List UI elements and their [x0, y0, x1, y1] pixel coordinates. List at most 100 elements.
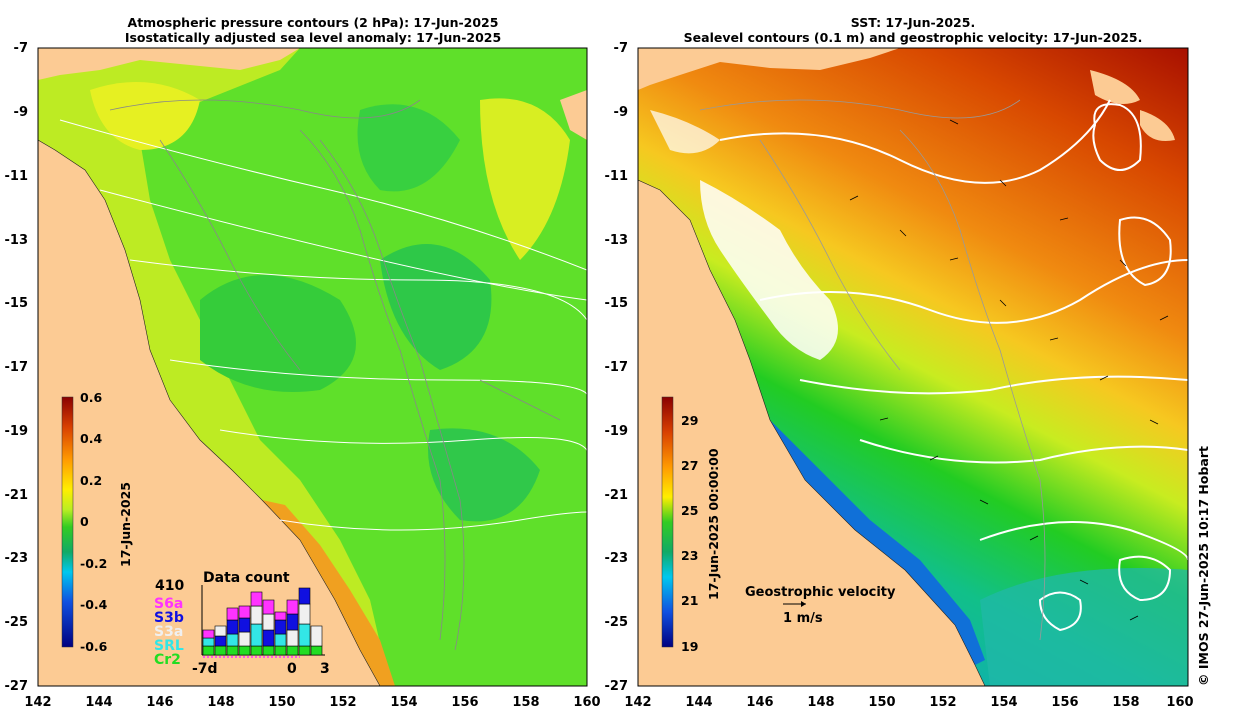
ssla-colorbar-tick: -0.6 — [80, 639, 108, 654]
green-blob-3 — [357, 104, 460, 192]
count-bar — [226, 645, 239, 656]
right-y-tick: -13 — [605, 233, 629, 248]
left-title: Atmospheric pressure contours (2 hPa): 1… — [38, 15, 588, 45]
count-bar — [214, 635, 227, 647]
count-bar — [238, 631, 251, 647]
left-title-line2: Isostatically adjusted sea level anomaly… — [124, 30, 502, 45]
count-bar — [286, 629, 299, 647]
data-count-bars — [202, 587, 323, 656]
left-x-tick: 152 — [329, 695, 356, 710]
count-bar — [250, 591, 263, 607]
data-count-x-label: 3 — [320, 661, 330, 677]
ssla-colorbar-tick: -0.2 — [80, 556, 107, 571]
count-bar — [250, 605, 263, 625]
right-y-tick: -25 — [605, 615, 629, 630]
count-bar — [274, 611, 287, 621]
right-x-tick: 154 — [990, 695, 1017, 710]
coastline-land — [38, 139, 381, 686]
left-y-tick: -17 — [5, 360, 29, 375]
yellow-patch-north — [90, 82, 200, 150]
island-northeast — [1090, 70, 1140, 104]
right-y-tick: -17 — [605, 360, 629, 375]
mission-label-s3b: S3b — [154, 610, 184, 626]
count-bar — [298, 587, 311, 605]
sst-colorbar-tick: 27 — [681, 458, 698, 473]
left-x-axis: 142 144 146 148 150 152 154 156 158 160 — [24, 695, 600, 710]
mission-label-s6a: S6a — [154, 596, 183, 612]
velocity-legend-scale: 1 m/s — [783, 611, 823, 626]
right-map-frame — [637, 47, 1189, 687]
left-y-tick: -9 — [14, 105, 28, 120]
left-y-tick: -27 — [5, 679, 29, 694]
right-map: -7 -9 -11 -13 -15 -17 -19 -21 -23 -25 -2… — [605, 41, 1194, 710]
right-title-line1: SST: 17-Jun-2025. — [850, 15, 976, 30]
left-map: -7 -9 -11 -13 -15 -17 -19 -21 -23 -25 -2… — [5, 41, 601, 710]
right-y-tick: -27 — [605, 679, 629, 694]
mission-label-s3a: S3a — [154, 624, 183, 640]
count-bar — [238, 617, 251, 633]
sst-colorbar-tick: 21 — [681, 593, 698, 608]
bathymetry-contours — [109, 99, 561, 651]
left-x-tick: 144 — [85, 695, 112, 710]
right-y-tick: -7 — [614, 41, 628, 56]
left-x-tick: 158 — [512, 695, 539, 710]
count-bar — [214, 625, 227, 637]
right-y-tick: -11 — [605, 169, 629, 184]
ssla-colorbar-tick: -0.4 — [80, 597, 108, 612]
count-bar — [214, 645, 227, 656]
left-x-tick: 160 — [573, 695, 600, 710]
yellow-patch-east — [480, 98, 570, 260]
right-x-tick: 160 — [1166, 695, 1193, 710]
count-bar — [262, 645, 275, 656]
left-y-tick: -13 — [5, 233, 29, 248]
count-bar — [262, 613, 275, 631]
left-x-tick: 148 — [207, 695, 234, 710]
velocity-legend-title: Geostrophic velocity — [745, 585, 896, 600]
ssla-colorbar-tick: 0.2 — [80, 473, 102, 488]
left-x-tick: 142 — [24, 695, 51, 710]
sst-colorbar-tick: 23 — [681, 548, 698, 563]
count-bar — [202, 645, 215, 656]
mission-label-cr2: Cr2 — [154, 652, 181, 668]
right-y-axis: -7 -9 -11 -13 -15 -17 -19 -21 -23 -25 -2… — [605, 41, 629, 694]
count-bar — [310, 625, 323, 647]
count-bar — [274, 633, 287, 647]
left-title-line1: Atmospheric pressure contours (2 hPa): 1… — [127, 15, 499, 30]
count-bar — [310, 645, 323, 656]
sst-colorbar-ticks: 29 27 25 23 21 19 — [681, 413, 698, 654]
count-bar — [250, 623, 263, 647]
count-bar — [298, 623, 311, 647]
right-x-axis: 142 144 146 148 150 152 154 156 158 160 — [624, 695, 1193, 710]
right-x-tick: 142 — [624, 695, 651, 710]
green-blob-4 — [428, 428, 540, 522]
sst-colorbar-date: 17-Jun-2025 00:00:00 — [706, 448, 721, 600]
data-count-x-label: 0 — [287, 661, 297, 677]
cloud-mask — [700, 180, 838, 360]
count-bar — [286, 613, 299, 631]
velocity-arrows — [849, 119, 1169, 621]
right-y-tick: -9 — [614, 105, 628, 120]
count-bar — [298, 603, 311, 625]
count-bar — [274, 619, 287, 635]
mission-label-srl: SRL — [154, 638, 184, 654]
right-x-tick: 156 — [1051, 695, 1078, 710]
left-y-tick: -25 — [5, 615, 29, 630]
velocity-legend-arrowhead — [801, 601, 806, 607]
left-x-tick: 146 — [146, 695, 173, 710]
credit-label: © IMOS 27-Jun-2025 10:17 Hobart — [1196, 426, 1211, 686]
count-bar — [262, 629, 275, 647]
cold-coastal-strip — [765, 420, 985, 665]
right-x-tick: 158 — [1112, 695, 1139, 710]
bathymetry-contours — [699, 99, 1046, 641]
data-count-x-label: -7d — [192, 661, 218, 677]
left-y-tick: -7 — [14, 41, 28, 56]
count-bar — [202, 629, 215, 639]
positive-anomaly-tongue — [262, 500, 395, 686]
pressure-contours — [59, 119, 587, 531]
cloud-mask-2 — [650, 110, 720, 154]
left-y-axis: -7 -9 -11 -13 -15 -17 -19 -21 -23 -25 -2… — [5, 41, 29, 694]
ssla-colorbar-date: 17-Jun-2025 — [118, 482, 133, 567]
sst-colorbar-tick: 29 — [681, 413, 698, 428]
data-count-inset: 410 Data count S6a S3b S3a SRL Cr2 — [154, 570, 330, 677]
right-y-tick: -23 — [605, 551, 629, 566]
